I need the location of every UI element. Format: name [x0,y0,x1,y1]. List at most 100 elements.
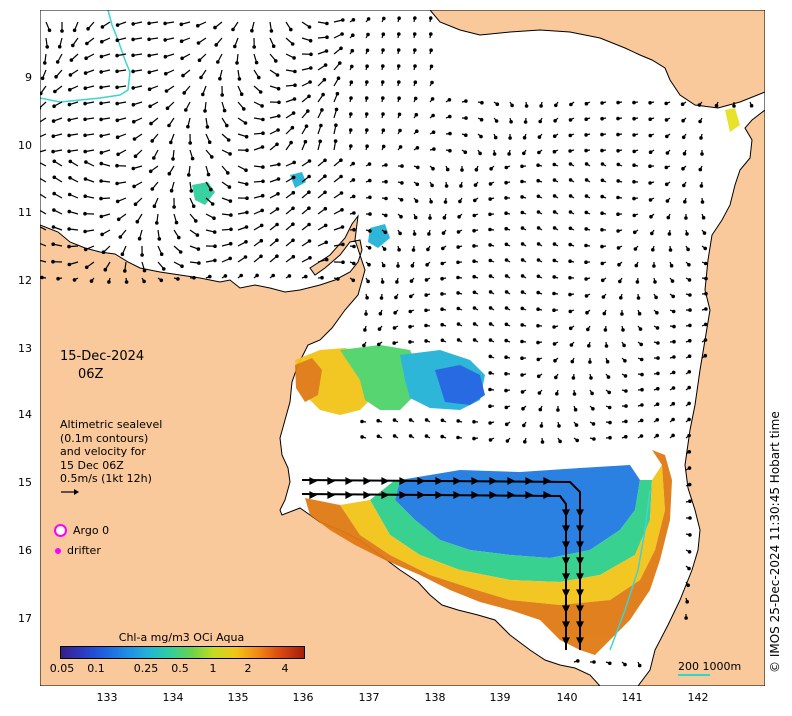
velocity-arrow-head [83,211,87,216]
velocity-arrow-head [447,114,452,119]
velocity-arrow-head [489,167,493,171]
velocity-arrow-head [687,482,692,487]
velocity-arrow-head [671,309,676,314]
velocity-arrow-head [323,174,327,179]
velocity-arrow-head [414,129,419,134]
velocity-arrow-head [147,87,152,92]
velocity-arrow-head [231,27,235,32]
velocity-arrow-head [159,278,164,283]
velocity-arrow-head [140,253,144,257]
velocity-arrow-head [440,434,445,439]
velocity-arrow-head [463,150,468,155]
velocity-arrow-head [648,198,653,202]
velocity-arrow-head [195,233,200,237]
velocity-arrow-head [393,310,397,315]
velocity-arrow-head [365,295,369,300]
velocity-arrow-head [600,244,604,249]
velocity-arrow-head [492,152,497,156]
velocity-arrow-head [685,599,690,604]
velocity-arrow-head [430,80,434,85]
velocity-info: Altimetric sealevel (0.1m contours) and … [60,418,162,499]
velocity-arrow-head [540,440,545,444]
velocity-arrow-head [67,227,71,231]
map-area[interactable] [35,9,766,687]
velocity-arrow-head [618,295,623,300]
velocity-arrow-head [607,405,612,410]
velocity-arrow-head [479,134,483,139]
velocity-arrow-head [456,275,460,280]
velocity-arrow-head [537,135,542,139]
velocity-arrow-head [85,41,89,46]
velocity-arrow-head [668,248,673,252]
velocity-arrow-head [703,353,708,358]
velocity-arrow-head [616,179,621,183]
velocity-arrow-head [228,152,232,156]
velocity-arrow-head [632,100,636,105]
velocity-arrow-head [308,256,312,260]
velocity-arrow-head [671,401,676,406]
velocity-arrow-head [275,254,279,259]
velocity-arrow-head [324,240,329,245]
velocity-arrow-head [472,290,477,295]
velocity-arrow-head [428,32,433,36]
velocity-arrow-head [118,235,123,239]
velocity-arrow-head [504,338,509,343]
velocity-arrow-head [664,182,669,187]
velocity-arrow-head [56,276,60,281]
current-arrow [399,477,408,485]
velocity-arrow-head [603,328,608,332]
longitude-tick-label: 138 [424,691,446,704]
velocity-arrow-head [381,263,386,268]
velocity-arrow-head [415,165,420,170]
velocity-arrow-head [456,338,461,342]
velocity-arrow-head [260,208,265,213]
velocity-arrow-head [115,38,120,43]
velocity-arrow-head [536,290,541,295]
velocity-arrow-head [381,144,386,149]
velocity-arrow-head [412,16,417,20]
velocity-arrow-head [176,277,180,281]
velocity-arrow-head [51,259,55,264]
velocity-arrow-head [212,216,216,221]
velocity-arrow-head [252,45,257,49]
velocity-arrow-head [536,194,541,199]
velocity-arrow-head [504,180,508,185]
current-arrow [562,637,570,646]
velocity-arrow-head [413,64,417,68]
velocity-arrow-head [584,117,589,122]
velocity-arrow-head [600,194,605,199]
velocity-arrow-head [275,207,280,211]
velocity-arrow-head [188,141,193,145]
velocity-info-line: 15 Dec 06Z [60,458,124,472]
velocity-arrow-head [440,338,445,343]
velocity-arrow-head [431,113,435,118]
current-arrow [562,525,570,534]
velocity-arrow-head [380,64,385,68]
velocity-arrow-head [456,260,460,265]
latitude-tick-label: 17 [18,612,32,625]
velocity-arrow-head [213,244,217,249]
drifter-legend-label: drifter [67,544,101,557]
velocity-arrow-head [650,248,655,252]
velocity-arrow-head [656,371,660,376]
velocity-arrow-head [440,261,445,266]
velocity-arrow-head [277,114,281,118]
velocity-arrow-head [655,417,660,422]
velocity-arrow-head [703,246,708,251]
velocity-arrow-head [352,244,356,249]
velocity-arrow-head [568,210,573,214]
velocity-arrow-head [214,43,219,47]
current-arrow [327,477,336,485]
velocity-arrow-head [84,160,88,164]
velocity-arrow-head [687,466,692,470]
velocity-arrow-head [115,101,120,106]
velocity-arrow-head [351,161,356,166]
velocity-arrow-head [364,128,369,132]
latitude-tick-label: 14 [18,408,32,421]
velocity-arrow-head [575,438,580,443]
velocity-arrow-head [51,119,56,123]
velocity-arrow-head [339,46,343,51]
velocity-arrow-head [67,118,72,122]
colorbar-tick-label: 0.05 [49,662,75,675]
velocity-arrow-head [472,198,477,203]
